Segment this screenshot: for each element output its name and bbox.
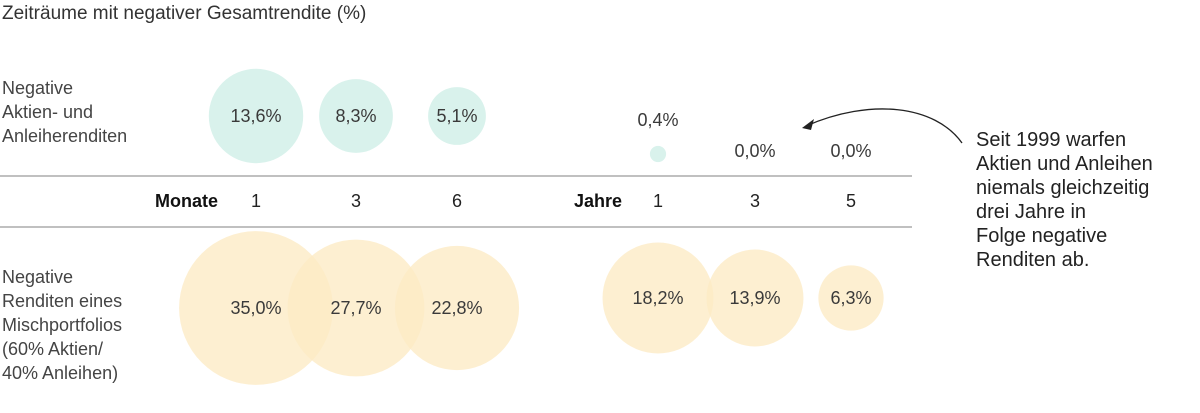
annotation-line: Seit 1999 warfen xyxy=(976,129,1127,151)
row-label-bottom: Negative Renditen eines Mischportfolios … xyxy=(2,265,122,385)
value-label-bottom: 22,8% xyxy=(431,298,482,318)
row-label-top-line: Anleiherenditen xyxy=(2,126,128,146)
value-label-top: 5,1% xyxy=(436,106,477,126)
row-label-bottom-line: Renditen eines xyxy=(2,291,123,311)
bubble-bottom xyxy=(287,239,425,377)
annotation-arrowhead xyxy=(802,119,814,130)
annotation-line: niemals gleichzeitig xyxy=(976,177,1150,199)
annotation-arrow xyxy=(805,108,963,144)
value-label-bottom: 13,9% xyxy=(729,288,780,308)
value-label-top: 8,3% xyxy=(335,106,376,126)
value-label-top: 0,4% xyxy=(637,110,678,130)
axis-unit-label: Jahre xyxy=(574,191,622,211)
axis-tick-label: 6 xyxy=(452,191,462,211)
row-label-bottom-line: Negative xyxy=(2,267,74,287)
annotation-line: Renditen ab. xyxy=(976,249,1090,271)
value-label-bottom: 6,3% xyxy=(830,288,871,308)
bubble-bottom xyxy=(602,242,714,354)
bubbles-bottom-series xyxy=(179,231,884,385)
value-label-top: 13,6% xyxy=(230,106,281,126)
chart-title: Zeiträume mit negativer Gesamtrendite (%… xyxy=(2,3,367,24)
bubble-top xyxy=(428,87,486,145)
bubble-top xyxy=(319,79,393,153)
bubble-bottom xyxy=(394,245,520,371)
bubble-bottom xyxy=(179,231,333,385)
bubble-top xyxy=(208,68,304,164)
axis-tick-label: 1 xyxy=(653,191,663,211)
value-label-top: 0,0% xyxy=(830,141,871,161)
bubble-bottom xyxy=(818,265,884,331)
row-label-top-line: Aktien- und xyxy=(2,102,94,122)
axis-unit-label: Monate xyxy=(155,191,218,211)
row-label-top-line: Negative xyxy=(2,78,74,98)
annotation-line: Aktien und Anleihen xyxy=(976,153,1153,175)
value-label-bottom: 35,0% xyxy=(230,298,281,318)
annotation-text: Seit 1999 warfen Aktien und Anleihen nie… xyxy=(976,128,1153,272)
annotation-line: Folge negative xyxy=(976,225,1108,247)
value-label-bottom: 27,7% xyxy=(330,298,381,318)
bubble-top xyxy=(649,145,667,163)
value-label-top: 0,0% xyxy=(734,141,775,161)
row-label-top: Negative Aktien- und Anleiherenditen xyxy=(2,76,127,148)
axis-tick-label: 3 xyxy=(351,191,361,211)
row-label-bottom-line: (60% Aktien/ xyxy=(2,339,104,359)
annotation-line: drei Jahre in xyxy=(976,201,1087,223)
value-label-bottom: 18,2% xyxy=(632,288,683,308)
row-label-bottom-line: 40% Anleihen) xyxy=(2,363,119,383)
axis-tick-label: 5 xyxy=(846,191,856,211)
bubble-labels: 35,0% 27,7% 22,8% 18,2% 13,9% 6,3% 13,6% 8,3% 5,… xyxy=(230,106,871,318)
row-label-bottom-line: Mischportfolios xyxy=(2,315,123,335)
axis-labels: Monate 1 3 6 Jahre 1 3 5 xyxy=(155,191,856,211)
axis-tick-label: 1 xyxy=(251,191,261,211)
axis-tick-label: 3 xyxy=(750,191,760,211)
bubble-bottom xyxy=(706,249,804,347)
bubbles-top-series xyxy=(208,68,667,164)
